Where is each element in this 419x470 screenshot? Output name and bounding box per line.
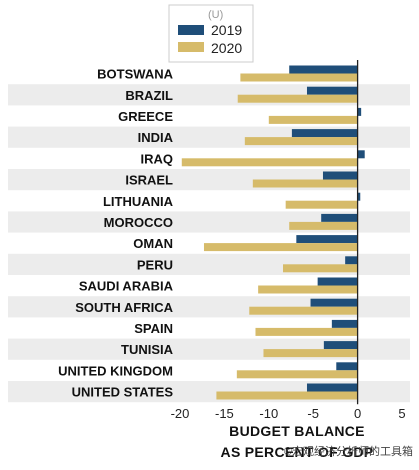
x-axis-title: BUDGET BALANCE xyxy=(229,423,365,439)
category-label: INDIA xyxy=(138,130,174,145)
category-label: BOTSWANA xyxy=(97,67,173,82)
bar-2020 xyxy=(203,243,358,252)
category-labels: BOTSWANA BRAZIL GREECE INDIA IRAQ ISRAEL LITHU… xyxy=(58,67,173,400)
bar-2020 xyxy=(237,94,358,103)
bar-2019 xyxy=(331,319,358,328)
bar-2019 xyxy=(322,171,358,180)
category-label: UNITED STATES xyxy=(72,385,174,400)
bar-2020 xyxy=(236,370,358,379)
legend-label-2020: 2020 xyxy=(211,40,242,56)
category-label: PERU xyxy=(137,257,173,272)
bar-2019 xyxy=(336,362,358,371)
bar-2020 xyxy=(240,73,358,82)
x-axis-title-line2: AS PERCENT OF GDP xyxy=(221,444,374,460)
legend-swatch-2020 xyxy=(178,42,204,52)
bar-2019 xyxy=(289,65,358,74)
x-tick-label: -20 xyxy=(171,406,190,421)
bar-2020 xyxy=(263,349,358,358)
category-label: GREECE xyxy=(118,109,173,124)
category-label: SOUTH AFRICA xyxy=(75,300,173,315)
bar-2019 xyxy=(321,213,358,222)
bar-2020 xyxy=(268,115,358,124)
category-label: OMAN xyxy=(133,236,173,251)
bar-2020 xyxy=(289,221,358,230)
bar-2019 xyxy=(317,277,358,286)
category-label: SAUDI ARABIA xyxy=(79,279,174,294)
watermark: ©宏观经济分析师的工具箱 xyxy=(284,444,413,458)
bar-2020 xyxy=(216,391,358,400)
category-label: LITHUANIA xyxy=(103,194,174,209)
bar-2019 xyxy=(306,383,358,392)
category-label: IRAQ xyxy=(141,151,174,166)
bar-2019 xyxy=(310,298,358,307)
legend-label-2019: 2019 xyxy=(211,22,242,38)
bar-2019 xyxy=(357,107,362,116)
bar-2020 xyxy=(249,306,358,315)
category-label: UNITED KINGDOM xyxy=(58,363,173,378)
x-tick-labels: -20 -15 -10 -5 0 5 xyxy=(171,406,406,421)
category-label: TUNISIA xyxy=(121,342,174,357)
bar-2020 xyxy=(285,200,358,209)
bar-2019 xyxy=(357,192,361,201)
legend-swatch-2019 xyxy=(178,25,204,35)
category-label: ISRAEL xyxy=(125,173,173,188)
bar-2020 xyxy=(255,327,358,336)
x-tick-label: 5 xyxy=(398,406,405,421)
bar-2019 xyxy=(323,341,358,350)
bar-2019 xyxy=(345,256,358,265)
category-label: SPAIN xyxy=(134,321,173,336)
x-tick-label: -5 xyxy=(307,406,319,421)
x-tick-label: -15 xyxy=(215,406,234,421)
bar-2020 xyxy=(258,285,358,294)
bar-2019 xyxy=(291,129,358,138)
bar-2019 xyxy=(357,150,365,159)
bar-2020 xyxy=(283,264,358,273)
x-tick-label: -10 xyxy=(259,406,278,421)
bar-2020 xyxy=(252,179,358,188)
category-label: MOROCCO xyxy=(104,215,173,230)
bars xyxy=(181,65,365,400)
category-label: BRAZIL xyxy=(125,88,173,103)
x-tick-label: 0 xyxy=(354,406,361,421)
bar-2020 xyxy=(181,158,358,167)
bar-2019 xyxy=(296,235,358,244)
bar-2019 xyxy=(306,86,358,95)
legend: (U) 2019 2020 xyxy=(168,4,254,63)
legend-unit: (U) xyxy=(208,9,223,21)
bar-2020 xyxy=(244,137,358,146)
